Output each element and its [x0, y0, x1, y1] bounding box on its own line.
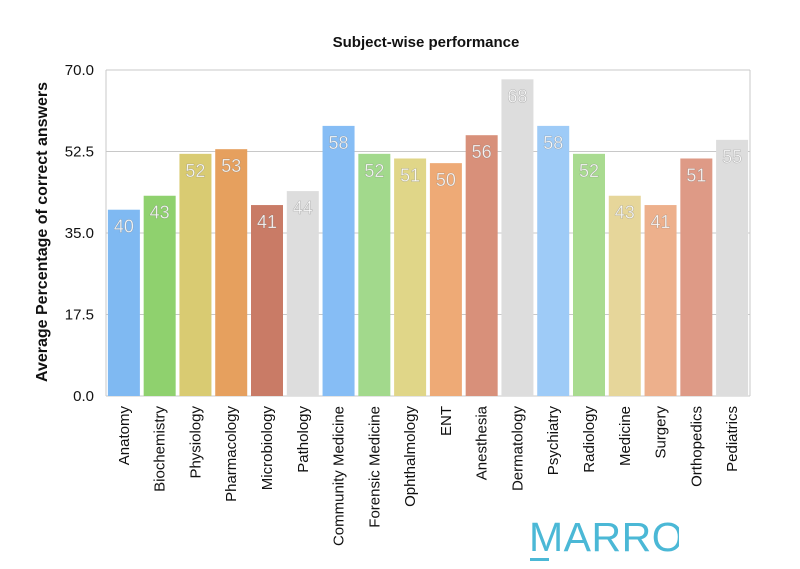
x-tick-label: Pediatrics: [724, 406, 741, 472]
x-tick-label: Anesthesia: [474, 405, 491, 480]
x-tick-label: Microbiology: [259, 406, 276, 491]
bar: [215, 149, 248, 396]
x-tick-label: Pathology: [295, 406, 312, 473]
data-label: 52: [364, 161, 384, 181]
bars: [107, 79, 749, 397]
x-tick-label: Medicine: [617, 406, 634, 466]
bar: [680, 158, 713, 396]
y-tick-label: 52.5: [65, 144, 94, 161]
bar: [179, 153, 212, 396]
data-label: 41: [257, 212, 277, 232]
x-tick-label: Orthopedics: [688, 406, 705, 487]
bar: [143, 195, 176, 396]
logo-underline: [530, 558, 549, 561]
bar: [394, 158, 427, 396]
data-label: 43: [150, 203, 170, 223]
x-tick-label: Forensic Medicine: [366, 406, 383, 528]
y-tick-label: 0.0: [73, 388, 94, 405]
x-tick-label: Dermatology: [509, 406, 526, 492]
x-axis-ticks: Anatomy Biochemistry Physiology Pharmacolog…: [116, 405, 741, 546]
logo-text: MARROW: [529, 514, 679, 560]
bar: [573, 153, 605, 396]
data-label: 40: [114, 217, 134, 237]
x-tick-label: Biochemistry: [152, 406, 169, 492]
marrow-logo: MARROW: [529, 514, 679, 561]
x-tick-label: Physiology: [187, 406, 204, 479]
gridlines: [105, 69, 751, 397]
x-tick-label: Community Medicine: [331, 406, 348, 546]
x-tick-label: Surgery: [653, 406, 670, 459]
data-label: 50: [436, 170, 456, 190]
data-label: 51: [686, 165, 706, 185]
y-axis-label: Average Percentage of correct answers: [34, 82, 51, 382]
data-label: 51: [400, 165, 420, 185]
data-label: 68: [507, 86, 527, 106]
bar: [644, 205, 677, 396]
y-tick-label: 35.0: [65, 225, 94, 242]
bar: [286, 191, 319, 396]
data-label: 52: [579, 161, 599, 181]
bar: [429, 163, 462, 396]
data-labels: 40 43 52 53 41 44 58 52 51 50 56 68 58 52 43 41 51 55: [114, 86, 743, 237]
data-label: 55: [722, 147, 742, 167]
y-tick-label: 70.0: [65, 62, 94, 79]
data-label: 43: [615, 203, 635, 223]
data-label: 44: [293, 198, 313, 218]
y-tick-label: 17.5: [65, 307, 94, 324]
bar: [322, 125, 355, 396]
data-label: 53: [221, 156, 241, 176]
x-tick-label: Radiology: [581, 406, 598, 473]
bar: [465, 135, 498, 396]
bar: [501, 79, 534, 397]
chart-title: Subject-wise performance: [333, 34, 520, 51]
bar: [537, 125, 570, 396]
data-label: 58: [543, 133, 563, 153]
data-label: 58: [329, 133, 349, 153]
x-tick-label: Anatomy: [116, 406, 133, 466]
y-axis-ticks: 0.0 17.5 35.0 52.5 70.0: [65, 62, 94, 405]
x-tick-label: Pharmacology: [223, 406, 240, 502]
bar: [107, 209, 140, 396]
x-tick-label: ENT: [438, 406, 455, 436]
bar: [608, 195, 641, 396]
bar: [251, 205, 283, 396]
data-label: 56: [472, 142, 492, 162]
x-tick-label: Psychiatry: [545, 406, 562, 476]
bar: [716, 139, 749, 396]
data-label: 41: [651, 212, 671, 232]
data-label: 52: [185, 161, 205, 181]
x-tick-label: Ophthalmology: [402, 406, 419, 507]
bar: [358, 153, 391, 396]
